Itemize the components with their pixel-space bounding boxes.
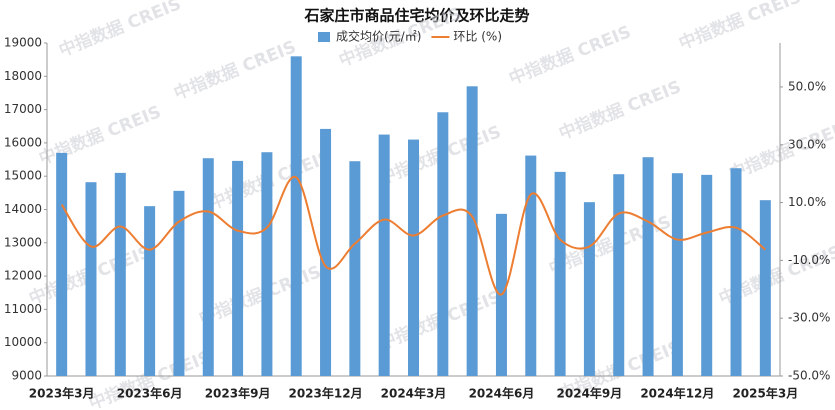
legend-label: 成交均价(元/㎡) — [336, 29, 421, 44]
bar — [290, 56, 302, 376]
bar — [525, 155, 537, 376]
y-tick-label: 17000 — [4, 102, 42, 116]
x-tick-label: 2024年12月 — [640, 386, 714, 401]
bar — [378, 134, 390, 376]
y-tick-label: 10000 — [4, 335, 42, 349]
y-tick-label: 19000 — [4, 36, 42, 50]
y-tick-label: 9000 — [11, 369, 42, 383]
bar — [144, 206, 156, 376]
x-tick-label: 2025年3月 — [732, 386, 798, 401]
bar — [232, 160, 244, 376]
bar — [56, 152, 68, 376]
bar — [671, 173, 683, 376]
watermark: 中指数据 CREIS — [36, 101, 164, 169]
x-tick-label: 2023年9月 — [205, 386, 271, 401]
bar — [85, 182, 97, 376]
y-tick-label: 14000 — [4, 202, 42, 216]
bar — [642, 157, 654, 376]
legend-label: 环比 (%) — [453, 30, 502, 44]
bar — [349, 161, 361, 376]
watermark: 中指数据 CREIS — [56, 0, 184, 61]
y-tick-label: 12000 — [4, 269, 42, 283]
bar — [583, 202, 595, 376]
bar — [613, 174, 625, 376]
y-tick-label: 11000 — [4, 302, 42, 316]
y2-tick-label: 30.0% — [788, 137, 826, 151]
watermark: 中指数据 CREIS — [676, 0, 804, 54]
y-tick-label: 13000 — [4, 235, 42, 249]
y2-tick-label: -30.0% — [788, 311, 830, 325]
y-tick-label: 16000 — [4, 135, 42, 149]
x-tick-label: 2023年12月 — [288, 386, 362, 401]
legend-swatch — [318, 32, 330, 42]
watermark: 中指数据 CREIS — [506, 21, 634, 89]
watermark: 中指数据 CREIS — [196, 261, 324, 329]
bar — [408, 139, 419, 376]
bar — [759, 200, 771, 376]
x-tick-label: 2024年6月 — [469, 386, 535, 401]
bar — [437, 112, 449, 376]
bar — [114, 172, 126, 376]
watermark: 中指数据 CREIS — [171, 36, 299, 104]
y2-tick-label: 50.0% — [788, 79, 826, 93]
x-tick-label: 2023年6月 — [117, 386, 183, 401]
x-tick-label: 2024年9月 — [557, 386, 623, 401]
x-tick-label: 2023年3月 — [29, 386, 95, 401]
line — [60, 176, 766, 296]
bar — [320, 128, 332, 376]
y-tick-label: 15000 — [4, 169, 42, 183]
y2-tick-label: -10.0% — [788, 253, 830, 267]
bar — [466, 86, 478, 376]
bar — [554, 171, 566, 376]
bar — [173, 190, 185, 376]
bar — [202, 158, 214, 376]
y-tick-label: 18000 — [4, 69, 42, 83]
bar — [701, 174, 713, 376]
chart-title: 石家庄市商品住宅均价及环比走势 — [303, 7, 529, 25]
x-tick-label: 2024年3月 — [381, 386, 447, 401]
y2-tick-label: -50.0% — [788, 369, 830, 383]
bar — [261, 152, 273, 376]
bar — [730, 168, 742, 376]
y2-tick-label: 10.0% — [788, 195, 826, 209]
watermark: 中指数据 CREIS — [556, 76, 684, 144]
